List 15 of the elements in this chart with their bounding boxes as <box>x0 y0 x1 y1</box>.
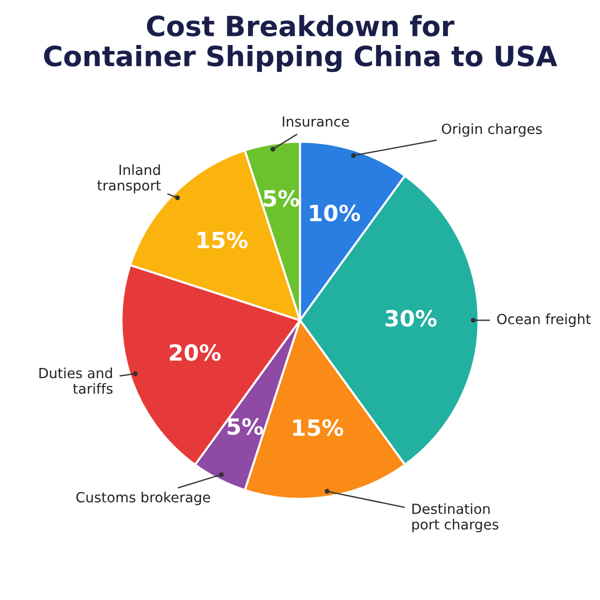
data-label: 15% <box>293 419 344 436</box>
slice-label: Origin charges <box>442 123 542 137</box>
slice-label: Inland transport <box>97 164 161 194</box>
data-label: 15% <box>198 232 248 248</box>
slice-label: Customs brokerage <box>76 492 210 506</box>
data-label: 5% <box>264 190 300 207</box>
slice-label: Duties and tariffs <box>39 368 113 394</box>
data-label: 20% <box>170 344 221 361</box>
chart-title: Cost Breakdown for Container Shipping China to USA <box>44 15 558 72</box>
data-label: 30% <box>386 310 437 327</box>
slice-label: Destination port charges <box>412 503 498 532</box>
data-label: 5% <box>228 418 264 435</box>
data-label: 10% <box>310 204 360 222</box>
slice-label: Insurance <box>282 116 349 127</box>
slice-label: Ocean freight <box>497 314 591 327</box>
